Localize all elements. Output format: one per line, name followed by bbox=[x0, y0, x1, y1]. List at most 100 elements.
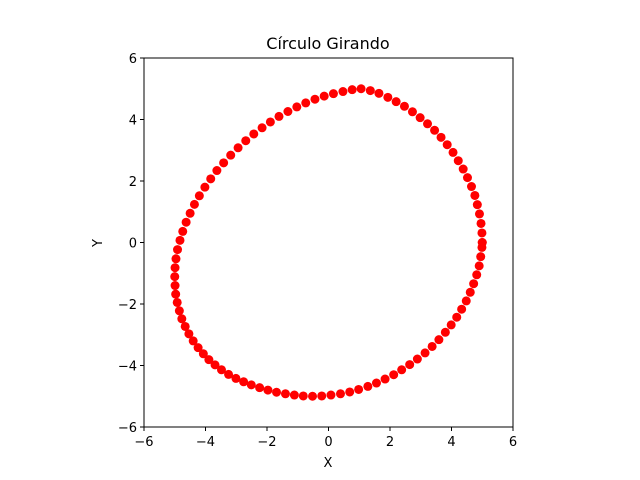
data-point bbox=[415, 113, 425, 123]
data-point bbox=[326, 390, 336, 400]
data-point bbox=[172, 297, 182, 307]
data-point bbox=[328, 89, 338, 99]
data-point bbox=[210, 360, 220, 370]
data-point bbox=[391, 97, 401, 107]
data-point bbox=[446, 320, 456, 330]
data-point bbox=[206, 174, 216, 184]
data-point bbox=[453, 156, 463, 166]
data-point bbox=[274, 111, 284, 121]
data-point bbox=[212, 166, 222, 176]
data-point bbox=[448, 147, 458, 157]
data-point bbox=[178, 226, 188, 236]
data-point bbox=[462, 173, 472, 183]
data-point bbox=[474, 261, 484, 271]
data-point bbox=[407, 107, 417, 117]
data-point bbox=[175, 235, 185, 245]
data-point bbox=[283, 107, 293, 116]
data-point bbox=[301, 98, 311, 108]
data-point bbox=[476, 218, 486, 228]
data-point bbox=[224, 369, 234, 379]
y-tick-label: −6 bbox=[118, 421, 137, 436]
data-point bbox=[173, 245, 183, 255]
data-point bbox=[233, 143, 243, 153]
data-point bbox=[265, 117, 275, 127]
data-point bbox=[412, 354, 422, 364]
x-tick-label: −4 bbox=[196, 435, 215, 450]
data-point bbox=[231, 373, 241, 383]
data-point bbox=[345, 387, 355, 397]
data-point bbox=[246, 380, 256, 390]
x-tick-label: −2 bbox=[257, 435, 276, 450]
data-point bbox=[347, 85, 357, 95]
data-point bbox=[257, 123, 267, 133]
data-point bbox=[292, 102, 302, 112]
data-point bbox=[174, 306, 184, 316]
x-tick-label: 4 bbox=[447, 435, 455, 450]
x-tick-label: 2 bbox=[386, 435, 394, 450]
data-point bbox=[434, 335, 444, 345]
data-point bbox=[193, 343, 203, 353]
data-point bbox=[170, 281, 180, 291]
y-tick-label: 4 bbox=[129, 114, 137, 129]
data-point bbox=[363, 381, 373, 391]
data-point bbox=[255, 383, 265, 393]
data-points bbox=[170, 84, 487, 401]
data-point bbox=[469, 279, 479, 289]
data-point bbox=[249, 129, 259, 139]
data-point bbox=[436, 132, 446, 142]
data-point bbox=[442, 140, 452, 150]
x-axis-ticks: −6 −4 −2 0 2 4 6 bbox=[134, 427, 517, 450]
data-point bbox=[472, 200, 482, 210]
data-point bbox=[430, 125, 440, 135]
data-point bbox=[184, 329, 194, 339]
y-tick-label: 0 bbox=[129, 237, 137, 252]
data-point bbox=[239, 377, 249, 387]
y-tick-label: 6 bbox=[129, 52, 137, 67]
x-tick-label: 0 bbox=[324, 435, 332, 450]
data-point bbox=[177, 314, 187, 324]
data-point bbox=[476, 252, 486, 262]
data-point bbox=[474, 209, 484, 219]
y-tick-label: −4 bbox=[118, 360, 137, 375]
data-point bbox=[308, 391, 318, 401]
data-point bbox=[188, 336, 198, 346]
data-point bbox=[280, 389, 290, 399]
data-point bbox=[461, 296, 471, 306]
data-point bbox=[374, 88, 384, 98]
data-point bbox=[477, 228, 487, 238]
data-point bbox=[389, 370, 399, 380]
data-point bbox=[420, 348, 430, 358]
data-point bbox=[241, 136, 251, 146]
data-point bbox=[180, 321, 190, 331]
data-point bbox=[317, 391, 327, 401]
data-point bbox=[354, 384, 364, 394]
data-point bbox=[216, 365, 226, 375]
data-point bbox=[452, 312, 462, 322]
data-point bbox=[200, 182, 210, 192]
data-point bbox=[272, 387, 282, 397]
data-point bbox=[397, 365, 407, 375]
data-point bbox=[423, 119, 433, 129]
y-tick-label: 2 bbox=[129, 175, 137, 190]
data-point bbox=[298, 391, 308, 401]
data-point bbox=[338, 87, 348, 97]
data-point bbox=[466, 182, 476, 192]
y-tick-label: −2 bbox=[118, 298, 137, 313]
data-point bbox=[465, 287, 475, 297]
data-point bbox=[171, 289, 181, 299]
data-point bbox=[405, 360, 415, 370]
data-point bbox=[310, 94, 320, 104]
y-axis-ticks: −6 −4 −2 0 2 4 6 bbox=[118, 52, 144, 436]
x-tick-label: −6 bbox=[134, 435, 153, 450]
data-point bbox=[194, 191, 204, 201]
data-point bbox=[170, 263, 180, 273]
data-point bbox=[470, 190, 480, 200]
data-point bbox=[189, 199, 199, 209]
data-point bbox=[226, 150, 236, 160]
data-point bbox=[198, 349, 208, 359]
data-point bbox=[472, 270, 482, 280]
data-point bbox=[356, 84, 366, 94]
data-point bbox=[427, 341, 437, 351]
data-point bbox=[477, 238, 487, 247]
